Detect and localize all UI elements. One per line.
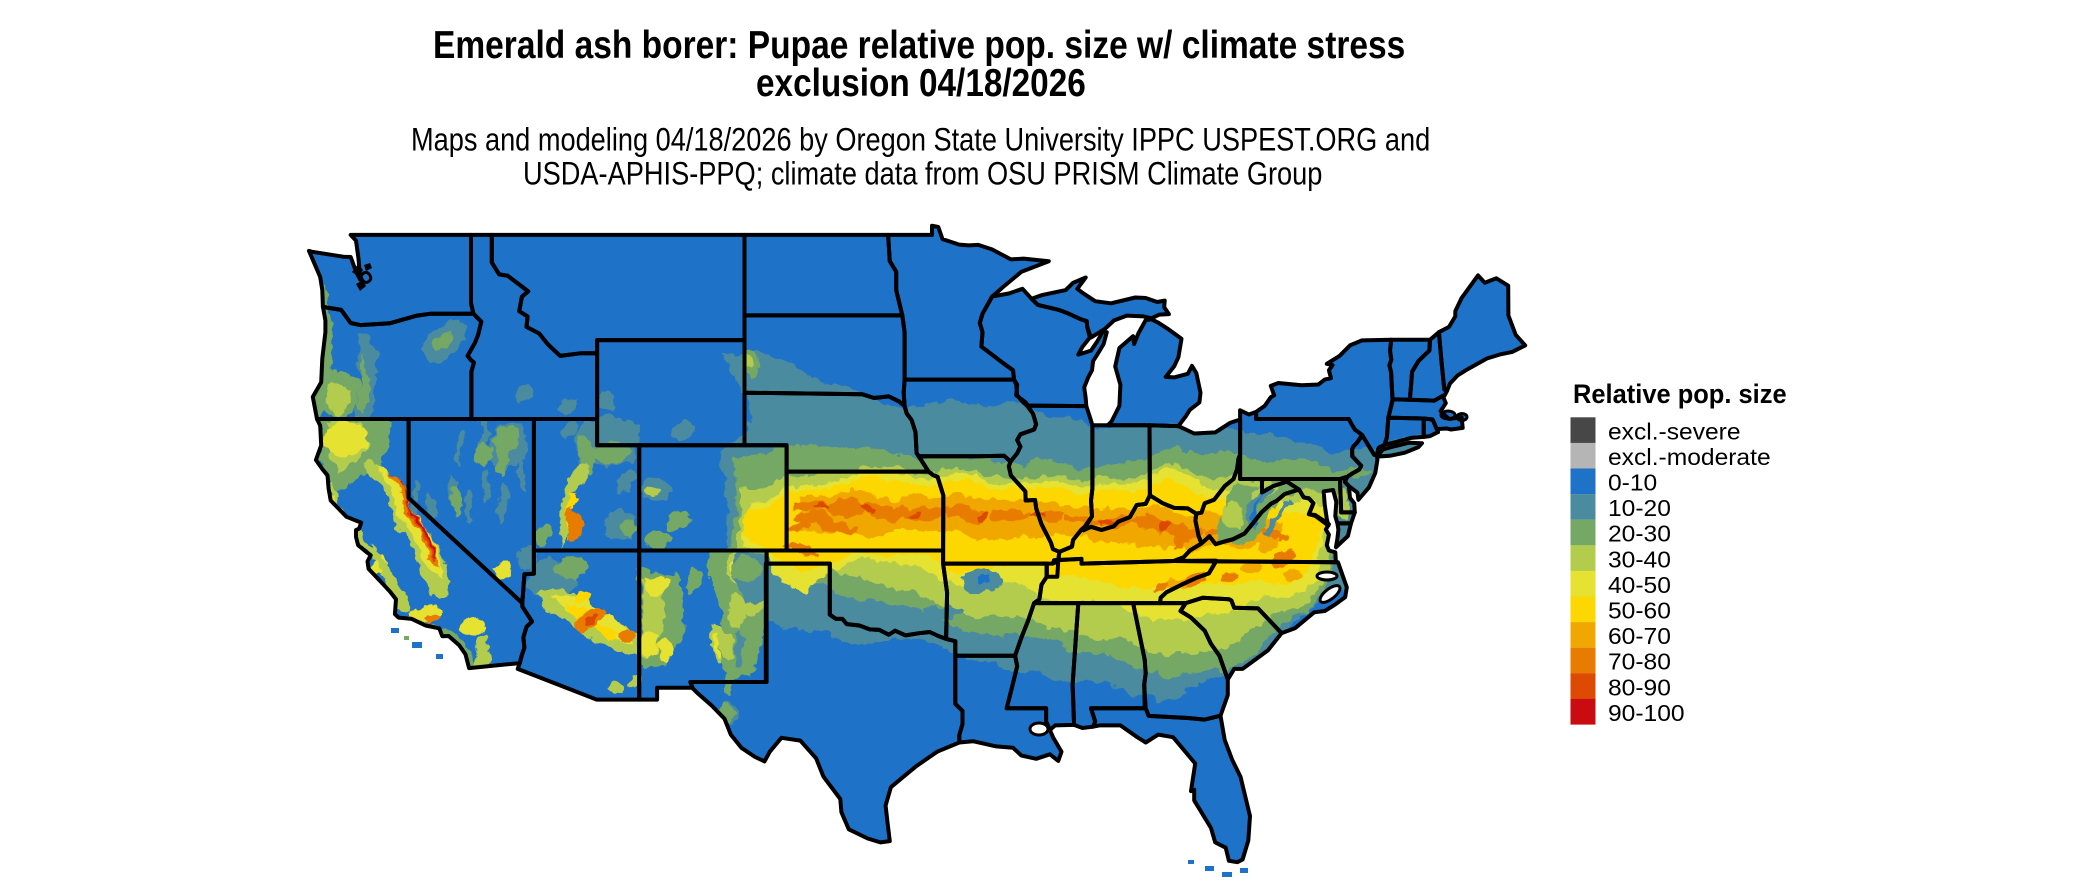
svg-text:10-20: 10-20 — [1608, 496, 1671, 522]
svg-text:excl.-moderate: excl.-moderate — [1608, 445, 1771, 471]
svg-text:30-40: 30-40 — [1608, 547, 1671, 573]
svg-text:90-100: 90-100 — [1608, 701, 1685, 727]
svg-text:Maps and modeling 04/18/2026 b: Maps and modeling 04/18/2026 by Oregon S… — [411, 122, 1430, 158]
svg-text:40-50: 40-50 — [1608, 573, 1671, 599]
svg-text:70-80: 70-80 — [1608, 649, 1671, 675]
svg-text:50-60: 50-60 — [1608, 598, 1671, 624]
svg-text:Relative pop. size: Relative pop. size — [1573, 378, 1787, 409]
svg-text:excl.-severe: excl.-severe — [1608, 419, 1741, 445]
svg-text:20-30: 20-30 — [1608, 521, 1671, 547]
svg-text:0-10: 0-10 — [1608, 470, 1657, 496]
svg-text:80-90: 80-90 — [1608, 675, 1671, 701]
svg-text:Emerald ash borer: Pupae relat: Emerald ash borer: Pupae relative pop. s… — [433, 23, 1405, 67]
svg-text:USDA-APHIS-PPQ; climate data f: USDA-APHIS-PPQ; climate data from OSU PR… — [523, 156, 1322, 192]
svg-text:60-70: 60-70 — [1608, 624, 1671, 650]
svg-text:exclusion 04/18/2026: exclusion 04/18/2026 — [756, 61, 1086, 105]
